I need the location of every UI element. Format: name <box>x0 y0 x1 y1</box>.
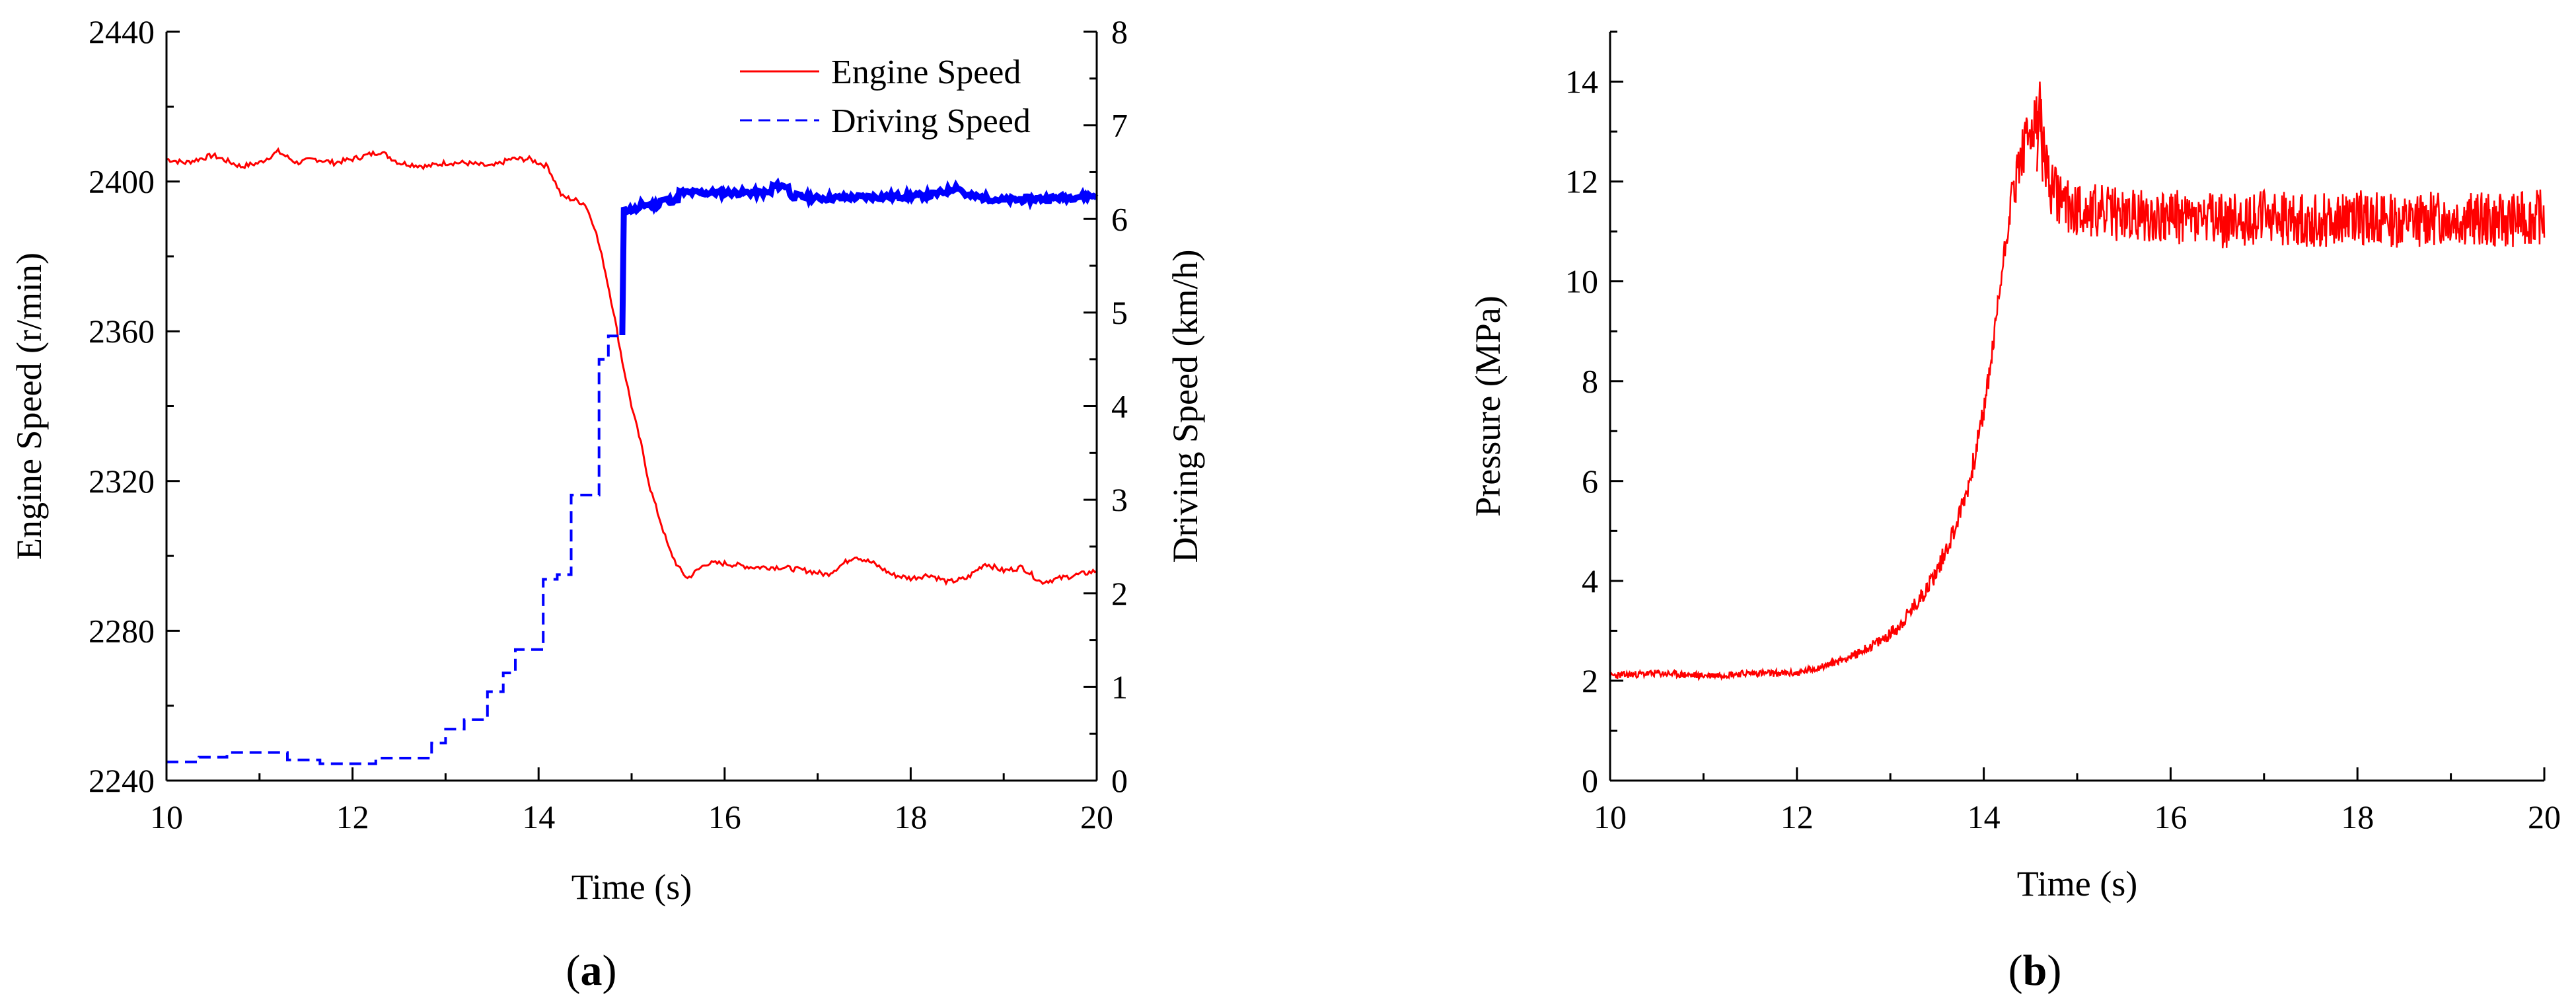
y2-tick-label: 3 <box>1111 481 1128 518</box>
x-tick-label: 10 <box>1594 798 1627 835</box>
y-tick-label: 4 <box>1582 562 1598 599</box>
y2-tick-label: 4 <box>1111 388 1128 425</box>
y-tick-label: 2280 <box>89 612 155 649</box>
y-tick-label: 2360 <box>89 313 155 350</box>
series-pressure-peak <box>2036 81 2043 182</box>
x-tick-label: 14 <box>522 798 555 835</box>
caption-open-paren: ( <box>2008 946 2023 995</box>
chart-panel-a: 10 12 14 16 18 202240228023202360240024400123… <box>9 13 1205 995</box>
x-tick-label: 12 <box>336 798 369 835</box>
y2-tick-label: 2 <box>1111 575 1128 612</box>
caption-letter: a <box>581 946 603 995</box>
chart-b-x-axis-title: Time (s) <box>2017 864 2138 904</box>
chart-a-plot-area <box>166 147 1099 765</box>
x-tick-label: 14 <box>1968 798 2001 835</box>
chart-a-x-axis-title: Time (s) <box>571 867 692 907</box>
x-tick-label: 20 <box>2528 798 2561 835</box>
y2-tick-label: 6 <box>1111 200 1128 237</box>
chart-b-y-axis-title: Pressure (MPa) <box>1468 295 1508 516</box>
y-tick-label: 8 <box>1582 363 1598 400</box>
chart-a-legend: Engine Speed Driving Speed <box>740 54 1031 140</box>
caption-close-paren: ) <box>603 946 617 995</box>
series-driving-speed-line <box>166 184 1097 765</box>
x-tick-label: 18 <box>2341 798 2374 835</box>
y-tick-label: 2320 <box>89 463 155 500</box>
x-tick-label: 16 <box>708 798 741 835</box>
chart-a-y-axis-title: Engine Speed (r/min) <box>9 252 49 560</box>
chart-b-ticks: 10 12 14 16 18 20 0 2 4 6 8 10 12 14 <box>1565 30 2561 835</box>
caption-close-paren: ) <box>2047 946 2061 995</box>
y-tick-label: 2440 <box>89 13 155 50</box>
x-tick-label: 10 <box>150 798 183 835</box>
y2-tick-label: 5 <box>1111 294 1128 331</box>
y-tick-label: 2240 <box>89 762 155 799</box>
caption-open-paren: ( <box>566 946 581 995</box>
y-tick-label: 2 <box>1582 662 1598 699</box>
y-tick-label: 0 <box>1582 762 1598 799</box>
chart-b-plot-area <box>1609 81 2546 681</box>
x-tick-label: 20 <box>1080 798 1113 835</box>
chart-b-caption: (b) <box>2008 946 2062 995</box>
y-tick-label: 12 <box>1565 163 1598 200</box>
x-tick-label: 12 <box>1781 798 1814 835</box>
series-pressure-line <box>1609 96 2546 681</box>
legend-label-driving-speed: Driving Speed <box>831 102 1031 140</box>
chart-a-y2-axis-title: Driving Speed (km/h) <box>1165 250 1205 563</box>
y2-tick-label: 7 <box>1111 107 1128 144</box>
y2-tick-label: 0 <box>1111 762 1128 799</box>
legend-label-engine-speed: Engine Speed <box>831 54 1021 91</box>
chart-a-ticks: 10 12 14 16 18 202240228023202360240024400123… <box>89 13 1128 835</box>
chart-panel-b: 10 12 14 16 18 20 0 2 4 6 8 10 12 14 Time (s) Pressur… <box>1468 30 2561 995</box>
y2-tick-label: 8 <box>1111 13 1128 50</box>
x-tick-label: 18 <box>894 798 927 835</box>
caption-letter: b <box>2023 946 2047 995</box>
y2-tick-label: 1 <box>1111 668 1128 705</box>
y-tick-label: 10 <box>1565 263 1598 300</box>
chart-a-caption: (a) <box>566 946 617 995</box>
chart-b-axes <box>1609 32 2544 782</box>
series-driving-speed-band <box>619 177 1099 336</box>
y-tick-label: 6 <box>1582 463 1598 500</box>
series-engine-speed-line <box>166 147 1097 586</box>
y-tick-label: 2400 <box>89 163 155 200</box>
x-tick-label: 16 <box>2154 798 2187 835</box>
y-tick-label: 14 <box>1565 63 1598 100</box>
